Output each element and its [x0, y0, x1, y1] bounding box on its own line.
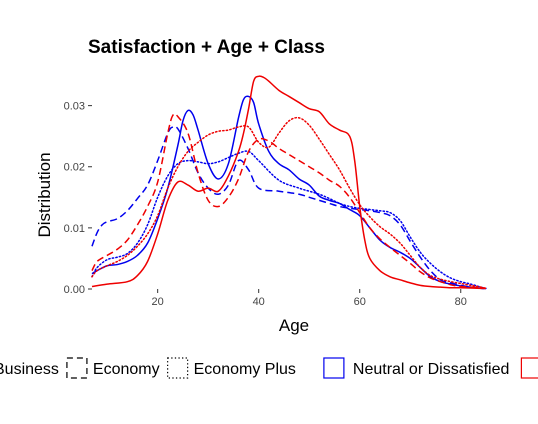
x-axis-title: Age: [279, 316, 309, 335]
y-tick-label: 0.01: [64, 223, 85, 235]
legend-key-color: [521, 358, 538, 378]
x-tick-label: 20: [152, 296, 164, 308]
y-tick-label: 0.02: [64, 162, 85, 174]
x-tick-label: 60: [354, 296, 366, 308]
y-tick-label: 0.00: [64, 284, 85, 296]
legend-label: Neutral or Dissatisfied: [353, 361, 510, 378]
legend-label: Business: [0, 361, 59, 378]
legend-key-color: [324, 358, 344, 378]
y-axis-title: Distribution: [35, 152, 54, 237]
x-tick-label: 40: [253, 296, 265, 308]
legend-key-dashed: [67, 358, 87, 378]
legend-label: Economy Plus: [194, 361, 296, 378]
chart-title: Satisfaction + Age + Class: [88, 37, 325, 58]
x-tick-label: 80: [455, 296, 467, 308]
legend: Business Economy Economy Plus Neutral or Di…: [0, 358, 538, 378]
legend-key-dotted: [168, 358, 188, 378]
legend-label: Economy: [93, 361, 160, 378]
y-tick-label: 0.03: [64, 101, 85, 113]
